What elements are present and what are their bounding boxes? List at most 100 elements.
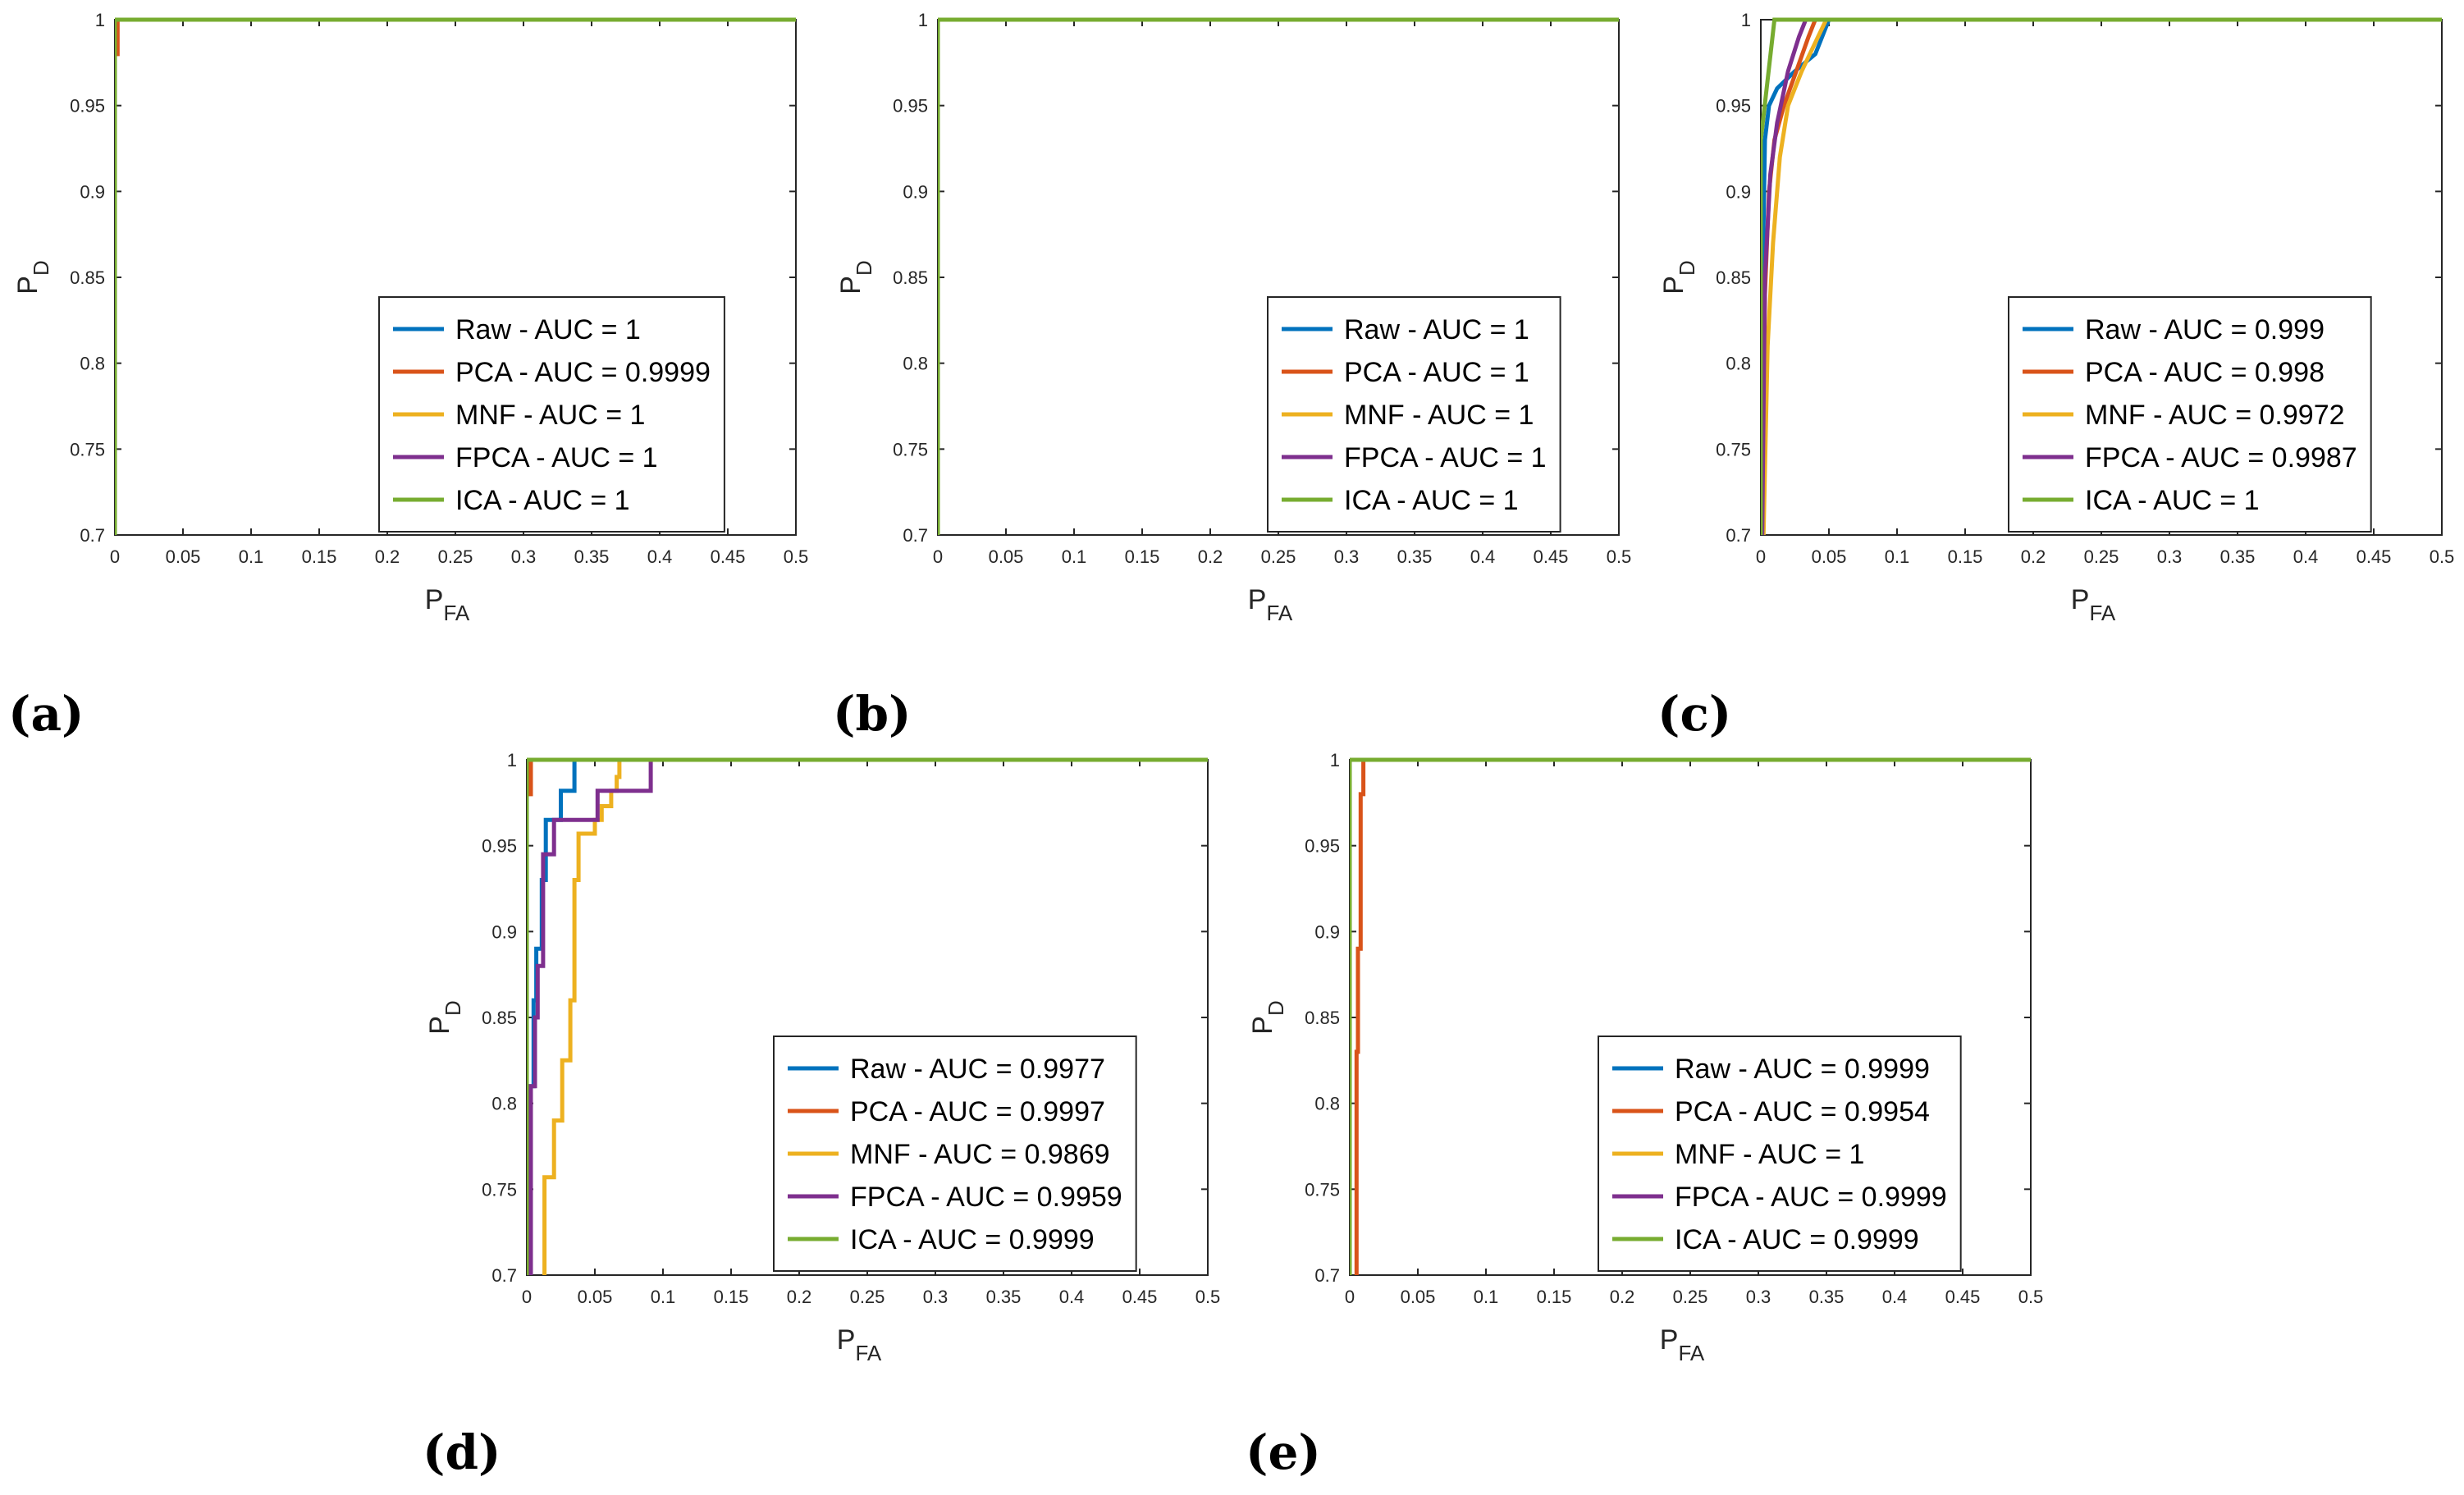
- series-group: [115, 17, 796, 535]
- legend-label-raw: Raw - AUC = 0.9977: [850, 1054, 1105, 1085]
- legend-label-ica: ICA - AUC = 1: [455, 485, 630, 516]
- x-tick-label: 0: [110, 546, 120, 567]
- y-tick-label: 0.9: [80, 181, 105, 202]
- x-tick-label: 0: [1756, 546, 1766, 567]
- x-tick-label: 0.45: [711, 546, 746, 567]
- series-group: [1761, 17, 2442, 535]
- legend-label-mnf: MNF - AUC = 1: [1675, 1139, 1864, 1170]
- legend-label-mnf: MNF - AUC = 1: [455, 400, 645, 431]
- x-tick-label: 0.3: [2157, 546, 2183, 567]
- roc-panel-1: 0 0.05 0.1 0.15 0.2 0.25 0.3 0.35 0.4 0.45 0.5 0.7 0…: [8, 10, 808, 742]
- x-tick-label: 0: [522, 1287, 532, 1307]
- y-axis-label: PD: [424, 1000, 465, 1034]
- series-line-fpca: [528, 757, 1208, 1275]
- panel-label: (d): [423, 1424, 501, 1480]
- x-tick-label: 0.05: [989, 546, 1024, 567]
- legend-label-raw: Raw - AUC = 1: [455, 314, 641, 345]
- legend: Raw - AUC = 1 PCA - AUC = 0.9999 MNF - AUC…: [378, 296, 725, 533]
- legend-label-pca: PCA - AUC = 0.9954: [1675, 1096, 1930, 1127]
- y-tick-label: 1: [1741, 10, 1751, 30]
- x-tick-label: 0.25: [2084, 546, 2119, 567]
- y-tick-label: 0.9: [903, 181, 928, 202]
- legend-label-ica: ICA - AUC = 0.9999: [850, 1224, 1095, 1255]
- x-tick-label: 0.05: [1401, 1287, 1436, 1307]
- x-tick-label: 0.45: [1122, 1287, 1158, 1307]
- x-tick-label: 0.2: [375, 546, 400, 567]
- x-tick-label: 0.25: [438, 546, 473, 567]
- panel-label: (b): [833, 686, 911, 742]
- legend-label-raw: Raw - AUC = 0.999: [2085, 314, 2325, 345]
- series-line-pca: [1354, 757, 2031, 1275]
- legend: Raw - AUC = 0.9999 PCA - AUC = 0.9954 MNF …: [1598, 1036, 1962, 1272]
- y-tick-label: 0.8: [80, 354, 105, 374]
- y-tick-label: 0.7: [903, 525, 928, 546]
- y-tick-label: 0.75: [482, 1179, 517, 1200]
- series-line-mnf: [542, 757, 1208, 1275]
- x-tick-label: 0.35: [2220, 546, 2256, 567]
- x-tick-label: 0.15: [302, 546, 337, 567]
- y-tick-label: 1: [1330, 750, 1340, 770]
- x-tick-label: 0.3: [923, 1287, 949, 1307]
- legend-label-pca: PCA - AUC = 1: [1344, 357, 1529, 388]
- x-tick-label: 0.1: [1885, 546, 1910, 567]
- legend: Raw - AUC = 1 PCA - AUC = 1 MNF - AUC = 1 F…: [1267, 296, 1561, 533]
- y-tick-label: 0.75: [893, 439, 928, 459]
- y-tick-label: 0.9: [1314, 921, 1340, 942]
- x-tick-label: 0.35: [574, 546, 610, 567]
- roc-panel-4: 0 0.05 0.1 0.15 0.2 0.25 0.3 0.35 0.4 0.45 0.5 0.7 0…: [423, 750, 1220, 1480]
- y-tick-label: 0.85: [70, 267, 105, 288]
- y-axis-label: PD: [835, 260, 876, 294]
- legend: Raw - AUC = 0.999 PCA - AUC = 0.998 MNF - …: [2008, 296, 2372, 533]
- x-tick-label: 0.2: [2021, 546, 2046, 567]
- y-tick-label: 0.85: [893, 267, 928, 288]
- x-tick-label: 0.35: [1397, 546, 1433, 567]
- y-tick-label: 0.75: [1305, 1179, 1340, 1200]
- x-axis-label: PFA: [1660, 1324, 1705, 1365]
- x-tick-label: 0.5: [2430, 546, 2455, 567]
- y-tick-label: 0.8: [1314, 1094, 1340, 1114]
- x-tick-label: 0.2: [1198, 546, 1223, 567]
- y-axis-label: PD: [1247, 1000, 1288, 1034]
- y-tick-label: 0.95: [1716, 96, 1751, 117]
- legend-label-fpca: FPCA - AUC = 0.9959: [850, 1182, 1122, 1213]
- series-group: [938, 17, 1619, 535]
- x-tick-label: 0.5: [1195, 1287, 1221, 1307]
- legend-label-fpca: FPCA - AUC = 0.9999: [1675, 1182, 1947, 1213]
- y-tick-label: 0.95: [1305, 836, 1340, 857]
- y-tick-label: 0.7: [1314, 1265, 1340, 1286]
- x-tick-label: 0.1: [651, 1287, 676, 1307]
- y-tick-label: 0.85: [482, 1008, 517, 1028]
- y-tick-label: 0.7: [1726, 525, 1751, 546]
- series-line-ica: [527, 757, 1208, 1275]
- x-tick-label: 0.05: [578, 1287, 613, 1307]
- x-tick-label: 0.15: [714, 1287, 749, 1307]
- x-axis-label: PFA: [837, 1324, 882, 1365]
- y-tick-label: 0.95: [482, 836, 517, 857]
- roc-panel-5: 0 0.05 0.1 0.15 0.2 0.25 0.3 0.35 0.4 0.45 0.5 0.7 0…: [1246, 750, 2043, 1480]
- x-axis-label: PFA: [2071, 584, 2116, 625]
- x-tick-label: 0.4: [2293, 546, 2319, 567]
- x-tick-label: 0.3: [1334, 546, 1360, 567]
- x-tick-label: 0: [933, 546, 943, 567]
- panel-label: (e): [1246, 1424, 1321, 1480]
- y-tick-label: 0.8: [1726, 354, 1751, 374]
- x-tick-label: 0.1: [239, 546, 264, 567]
- roc-panel-2: 0 0.05 0.1 0.15 0.2 0.25 0.3 0.35 0.4 0.45 0.5 0.7 0…: [833, 10, 1631, 742]
- x-tick-label: 0.15: [1537, 1287, 1572, 1307]
- x-tick-label: 0.25: [1673, 1287, 1708, 1307]
- series-line-ica: [938, 17, 1619, 535]
- x-tick-label: 0.3: [1746, 1287, 1771, 1307]
- y-tick-label: 0.9: [1726, 181, 1751, 202]
- x-tick-label: 0.5: [784, 546, 809, 567]
- y-tick-label: 0.85: [1305, 1008, 1340, 1028]
- x-tick-label: 0.35: [1809, 1287, 1845, 1307]
- legend-label-fpca: FPCA - AUC = 0.9987: [2085, 442, 2357, 473]
- y-tick-label: 1: [95, 10, 105, 30]
- y-tick-label: 0.9: [491, 921, 517, 942]
- legend-label-ica: ICA - AUC = 1: [2085, 485, 2260, 516]
- roc-panel-3: 0 0.05 0.1 0.15 0.2 0.25 0.3 0.35 0.4 0.45 0.5 0.7 0…: [1657, 10, 2454, 742]
- y-tick-label: 0.85: [1716, 267, 1751, 288]
- legend-label-pca: PCA - AUC = 0.9997: [850, 1096, 1105, 1127]
- legend-label-raw: Raw - AUC = 0.9999: [1675, 1054, 1930, 1085]
- x-tick-label: 0.05: [166, 546, 201, 567]
